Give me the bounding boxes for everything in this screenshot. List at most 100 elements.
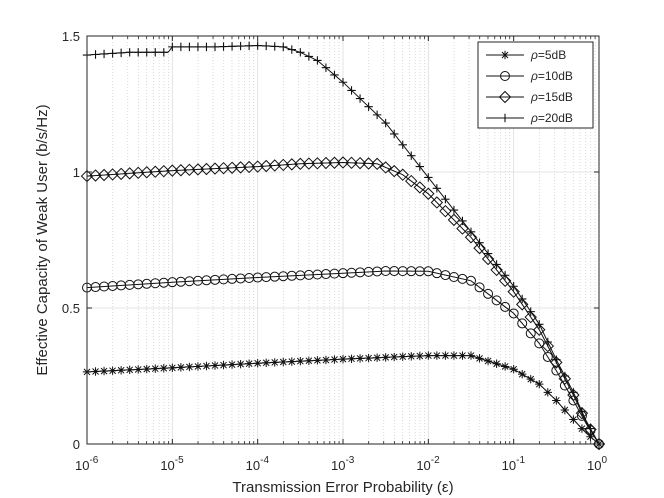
data-point-plus [108,49,117,58]
series-asterisk [82,351,604,449]
data-point-plus [432,184,442,193]
y-tick-label-0: 0 [73,437,80,452]
data-point-asterisk [569,415,578,424]
data-point-asterisk [219,360,228,370]
data-point-plus [509,282,518,291]
data-point-diamond [481,252,495,266]
legend-samples [486,50,524,123]
data-point-diamond [507,285,520,298]
data-point-plus [244,41,254,50]
data-point-plus [569,388,578,397]
data-point-plus [304,52,314,61]
legend-marker-asterisk [500,50,510,60]
x-tick-label-1e-1: 10-1 [502,455,526,473]
data-point-diamond [174,164,188,177]
data-point-asterisk [202,361,211,371]
data-point-asterisk [577,424,587,433]
data-point-asterisk [552,396,561,405]
data-point-plus [355,94,365,103]
data-point-asterisk [236,359,245,369]
data-point-plus [424,173,433,182]
data-point-plus [91,50,100,59]
data-point-asterisk [509,365,518,374]
data-point-diamond [379,161,392,174]
data-point-plus [125,48,134,57]
data-point-asterisk [193,362,203,371]
data-point-plus [466,227,476,237]
series-layer [80,41,606,451]
data-point-diamond [217,161,230,175]
data-point-diamond [558,372,572,385]
data-point-diamond [353,156,367,170]
data-point-plus [185,42,194,52]
data-point-diamond [439,204,452,218]
data-point-asterisk [253,359,262,368]
data-point-asterisk [415,351,424,361]
data-point-asterisk [134,365,143,374]
data-point-plus [441,195,450,204]
data-point-plus [279,42,288,52]
data-point-asterisk [330,355,339,364]
data-point-plus [330,70,339,80]
data-point-diamond [447,213,461,227]
data-point-asterisk [390,352,399,362]
data-point-plus [492,260,501,269]
data-point-diamond [166,164,179,177]
data-point-diamond [498,274,512,288]
data-point-asterisk [279,357,288,367]
x-tick-label-1e-6: 10-6 [75,455,99,473]
data-point-plus [202,42,211,52]
data-point-asterisk [475,354,484,363]
data-point-asterisk [535,379,544,389]
data-point-asterisk [372,353,382,362]
data-point-asterisk [313,356,322,365]
data-point-plus [458,216,467,226]
data-point-diamond [294,157,307,171]
data-point-asterisk [500,362,510,371]
data-point-plus [586,424,595,433]
y-tick-label-1: 1 [73,165,80,180]
data-point-plus [364,102,373,111]
data-point-diamond [413,181,427,194]
data-point-plus [398,140,407,149]
x-tick-label-1e-3: 10-3 [331,455,355,473]
data-point-asterisk [586,432,595,441]
data-point-plus [253,41,262,50]
minor-gridlines [112,36,596,444]
data-point-asterisk [381,353,390,362]
legend-label-5db: ρ=5dB [530,48,566,62]
data-point-diamond [234,161,247,174]
data-point-diamond [328,156,341,169]
legend-box [477,41,594,129]
data-point-asterisk [304,356,314,365]
data-point-plus [560,371,570,381]
data-point-diamond [473,241,486,255]
data-point-plus [500,271,510,280]
series-diamond [80,156,606,451]
data-point-diamond [362,157,375,170]
data-point-diamond [567,388,580,402]
data-point-plus [210,42,220,52]
data-point-plus [270,42,279,51]
data-point-asterisk [407,352,416,361]
data-point-asterisk [466,351,476,360]
data-point-asterisk [543,388,552,397]
data-point-asterisk [151,364,160,373]
data-point-asterisk [142,364,151,374]
data-point-asterisk [424,351,433,360]
data-point-asterisk [449,351,459,360]
data-point-asterisk [270,358,279,367]
data-point-asterisk [441,351,450,360]
data-point-asterisk [159,364,168,373]
data-point-plus [236,41,245,51]
data-point-plus [372,110,382,120]
x-tick-label-1e-2: 10-2 [416,455,440,473]
y-axis-tick-labels: 0 0.5 1 1.5 [62,29,80,452]
data-point-asterisk [432,351,442,360]
data-point-asterisk [244,359,254,368]
data-point-plus [518,294,527,304]
data-point-plus [381,118,390,128]
data-point-plus [535,320,544,329]
x-axis-tick-labels: 10-6 10-5 10-4 10-3 10-2 10-1 100 [75,455,607,473]
data-point-diamond [464,231,478,244]
